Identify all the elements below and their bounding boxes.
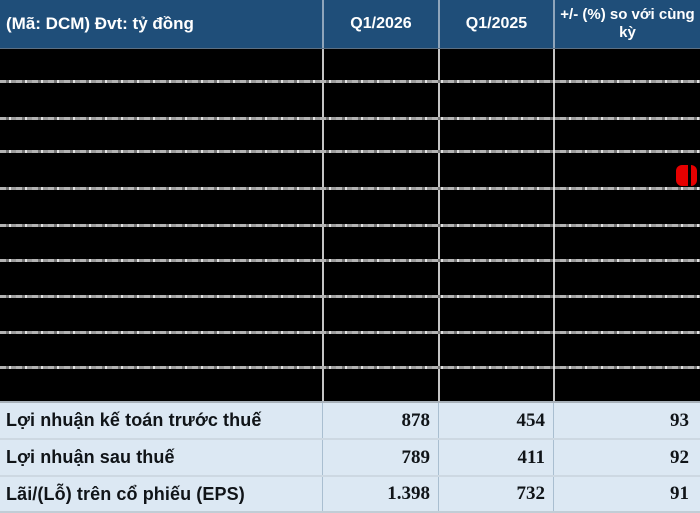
header-col-q1-2026: Q1/2026 bbox=[322, 0, 438, 48]
redacted-cell bbox=[438, 227, 553, 259]
redacted-row bbox=[0, 190, 700, 224]
redacted-cell bbox=[322, 153, 438, 187]
value-q1-2026: 789 bbox=[322, 440, 438, 475]
value-change-pct: 92 bbox=[553, 440, 700, 475]
value-q1-2025: 454 bbox=[438, 403, 553, 438]
redacted-cell bbox=[553, 298, 700, 331]
redacted-cell bbox=[438, 334, 553, 366]
redacted-cell bbox=[553, 190, 700, 224]
redacted-cell bbox=[553, 227, 700, 259]
redacted-cell bbox=[438, 262, 553, 295]
redacted-cell bbox=[438, 298, 553, 331]
redacted-row bbox=[0, 262, 700, 295]
redacted-cell bbox=[0, 369, 322, 401]
redacted-row bbox=[0, 49, 700, 80]
table-row: Lợi nhuận sau thuế 789 411 92 bbox=[0, 438, 700, 475]
redacted-row bbox=[0, 298, 700, 331]
row-label: Lãi/(Lỗ) trên cổ phiếu (EPS) bbox=[6, 483, 245, 504]
redacted-row bbox=[0, 334, 700, 366]
redacted-row bbox=[0, 153, 700, 187]
row-separator bbox=[0, 150, 700, 153]
row-separator bbox=[0, 117, 700, 120]
header-label: (Mã: DCM) Đvt: tỷ đồng bbox=[6, 13, 194, 33]
redacted-cell bbox=[0, 334, 322, 366]
redacted-cell bbox=[553, 153, 700, 187]
row-separator bbox=[0, 224, 700, 227]
redacted-row bbox=[0, 120, 700, 150]
redacted-cell bbox=[322, 49, 438, 80]
table-row: Lợi nhuận kế toán trước thuế 878 454 93 bbox=[0, 401, 700, 438]
redacted-cell bbox=[322, 369, 438, 401]
value-change-pct: 91 bbox=[553, 477, 700, 511]
redacted-cell bbox=[322, 298, 438, 331]
redacted-cell bbox=[322, 120, 438, 150]
row-separator bbox=[0, 331, 700, 334]
redacted-cell bbox=[0, 83, 322, 117]
red-marker-slit bbox=[688, 165, 691, 186]
redacted-cell bbox=[553, 83, 700, 117]
row-label: Lợi nhuận kế toán trước thuế bbox=[6, 410, 262, 430]
row-label: Lợi nhuận sau thuế bbox=[6, 447, 175, 467]
redacted-cell bbox=[0, 49, 322, 80]
redacted-row bbox=[0, 83, 700, 117]
row-separator bbox=[0, 259, 700, 262]
redacted-cell bbox=[0, 190, 322, 224]
table-header-row: (Mã: DCM) Đvt: tỷ đồng Q1/2026 Q1/2025 +… bbox=[0, 0, 700, 49]
value-q1-2025: 732 bbox=[438, 477, 553, 511]
redacted-cell bbox=[438, 120, 553, 150]
redacted-cell bbox=[322, 334, 438, 366]
row-separator bbox=[0, 366, 700, 369]
redacted-cell bbox=[438, 190, 553, 224]
redacted-cell bbox=[553, 369, 700, 401]
redacted-cell bbox=[438, 369, 553, 401]
redacted-cell bbox=[553, 49, 700, 80]
row-separator bbox=[0, 187, 700, 190]
redacted-cell bbox=[438, 83, 553, 117]
header-col-q1-2025: Q1/2025 bbox=[438, 0, 553, 48]
redacted-cell bbox=[438, 49, 553, 80]
value-q1-2025: 411 bbox=[438, 440, 553, 475]
redacted-cell bbox=[0, 262, 322, 295]
redacted-cell bbox=[553, 334, 700, 366]
redacted-row bbox=[0, 227, 700, 259]
redacted-cell bbox=[0, 120, 322, 150]
value-q1-2026: 1.398 bbox=[322, 477, 438, 511]
redacted-row bbox=[0, 369, 700, 401]
red-marker-icon bbox=[676, 165, 697, 186]
redacted-cell bbox=[322, 262, 438, 295]
redacted-cell bbox=[0, 227, 322, 259]
table-row: Lãi/(Lỗ) trên cổ phiếu (EPS) 1.398 732 9… bbox=[0, 475, 700, 513]
row-separator bbox=[0, 80, 700, 83]
header-col-change: +/- (%) so với cùng kỳ bbox=[553, 0, 700, 48]
redacted-cell bbox=[438, 153, 553, 187]
value-q1-2026: 878 bbox=[322, 403, 438, 438]
value-change-pct: 93 bbox=[553, 403, 700, 438]
redacted-cell bbox=[322, 190, 438, 224]
redacted-cell bbox=[322, 227, 438, 259]
redacted-cell bbox=[553, 262, 700, 295]
redacted-cell bbox=[322, 83, 438, 117]
redacted-cell bbox=[553, 120, 700, 150]
redacted-cell bbox=[0, 298, 322, 331]
row-separator bbox=[0, 295, 700, 298]
redacted-cell bbox=[0, 153, 322, 187]
